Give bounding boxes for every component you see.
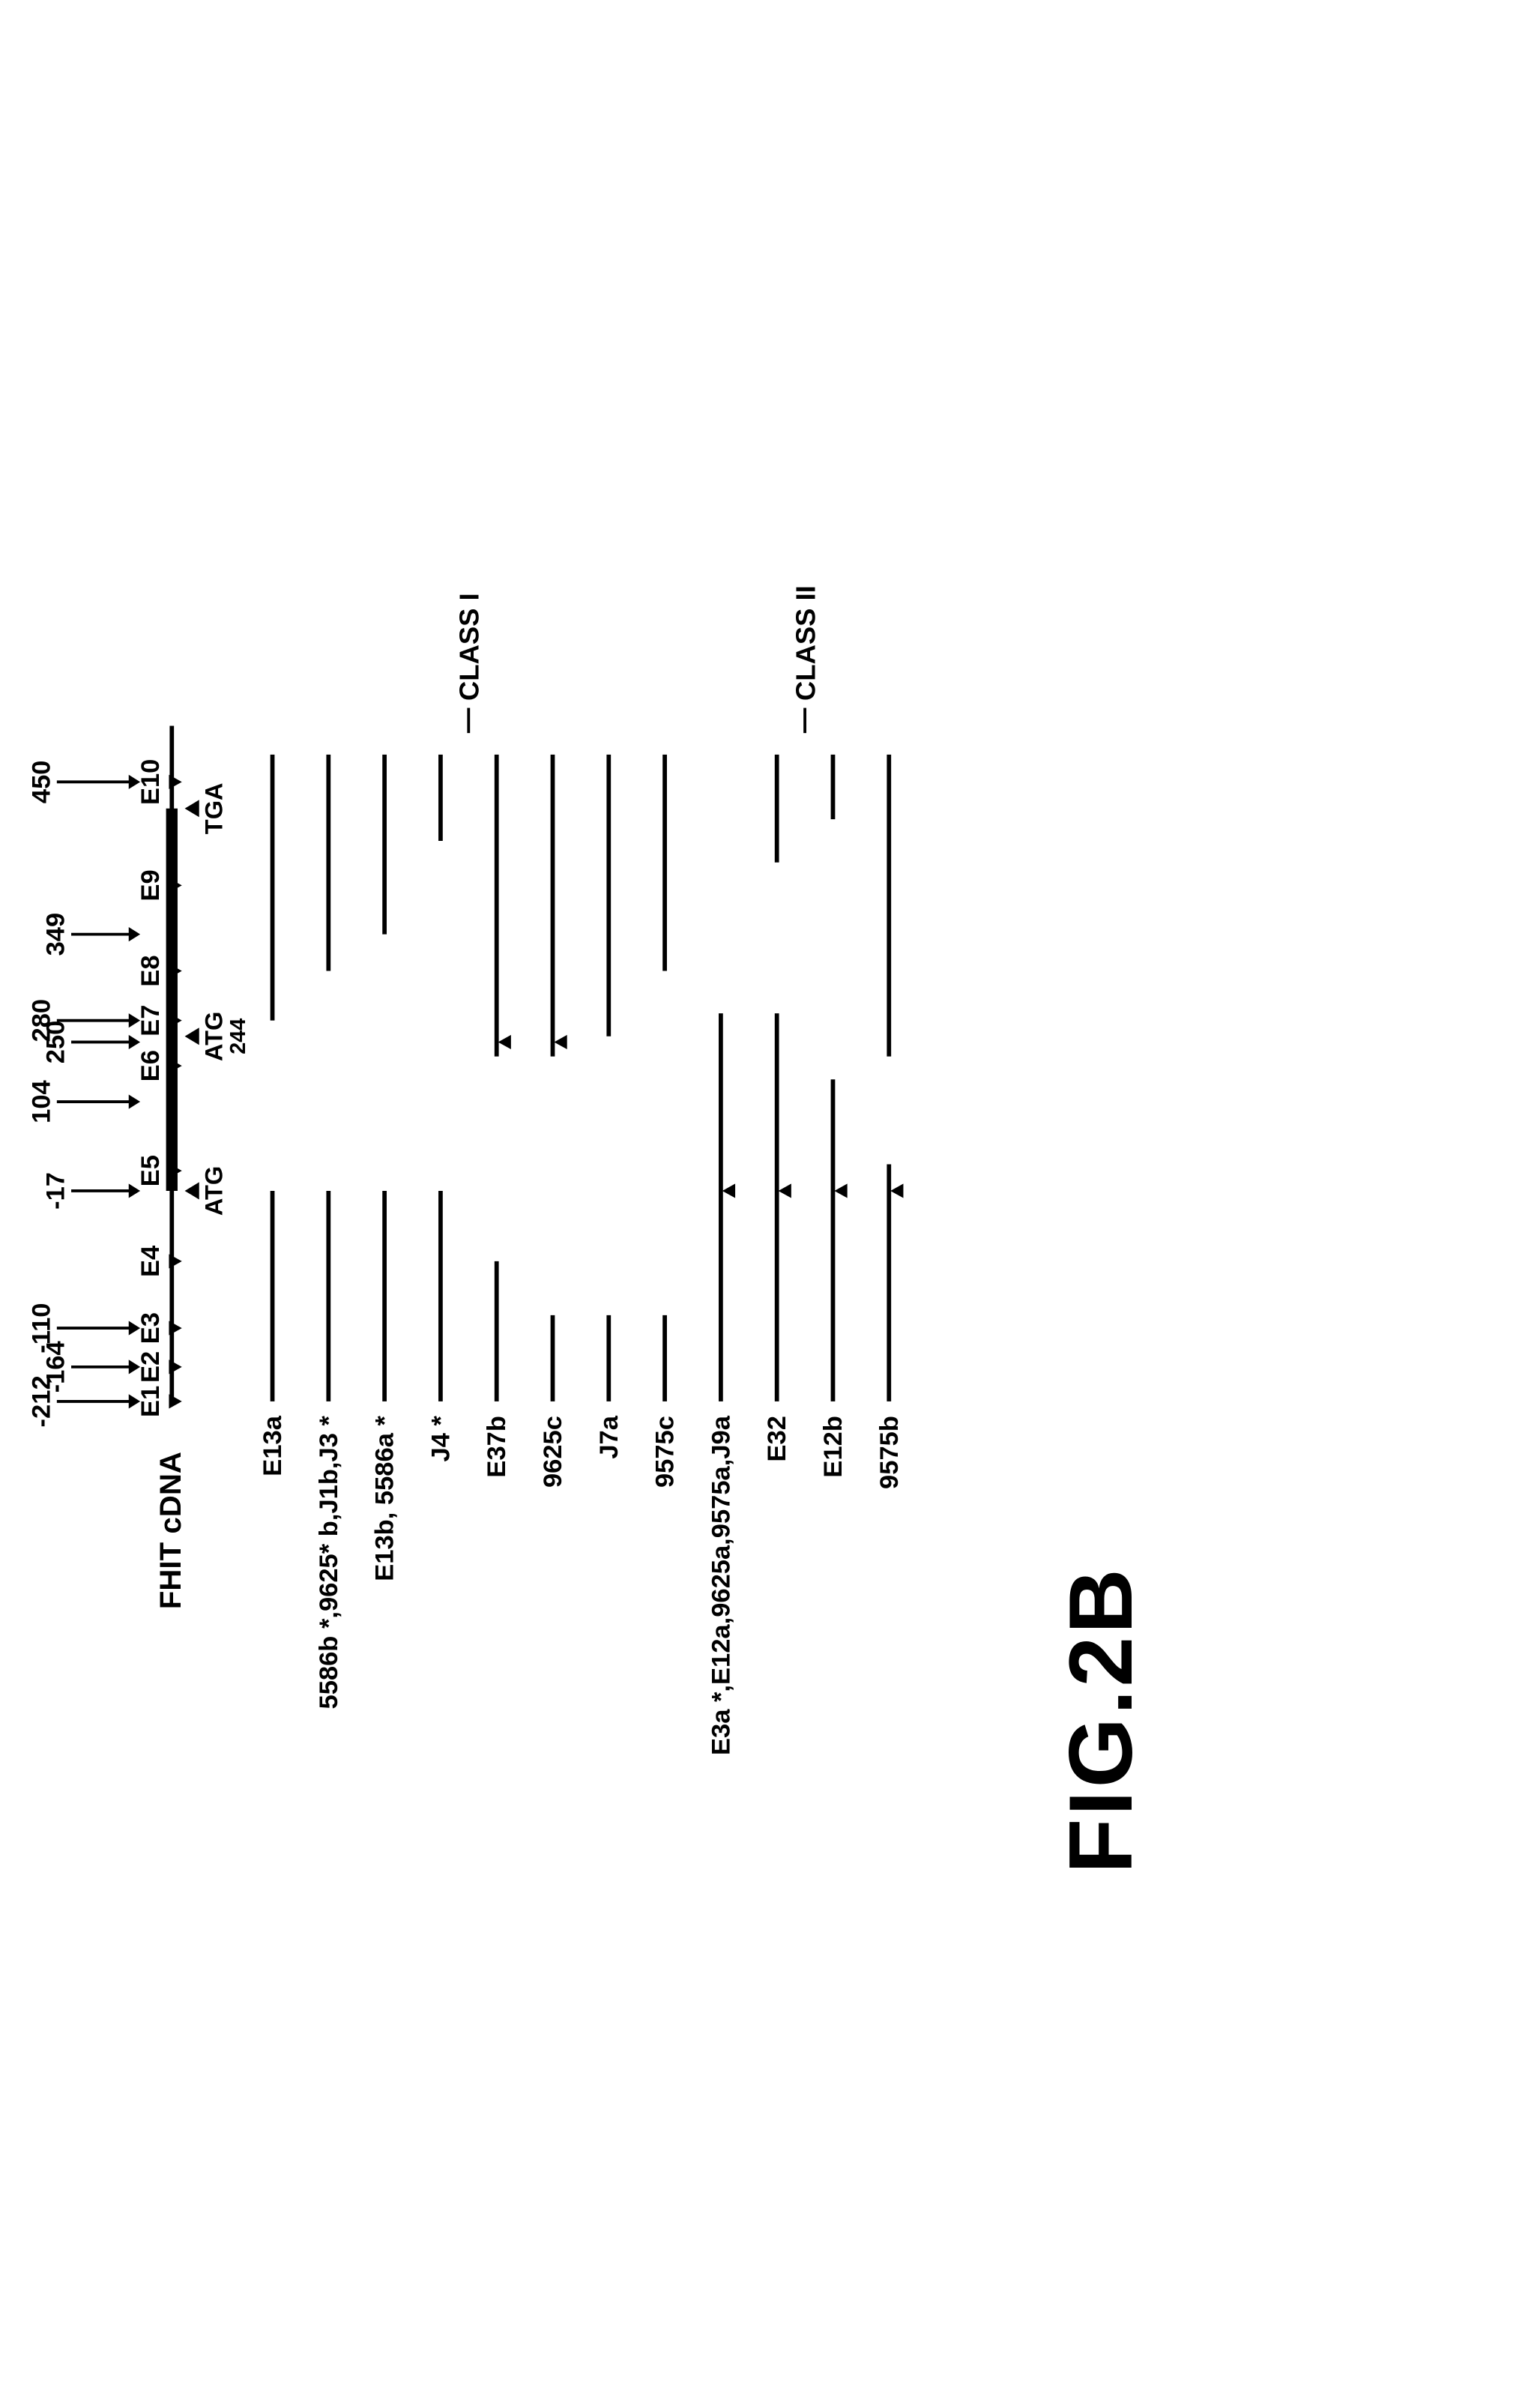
transcript-label: J7a xyxy=(595,1415,623,1458)
coord-label: -17 xyxy=(41,1172,70,1210)
codon-sublabel: 244 xyxy=(226,1019,250,1054)
codon-marker xyxy=(185,1028,199,1045)
row-marker xyxy=(779,1183,791,1198)
coord-arrowhead xyxy=(129,1035,140,1049)
coord-label: 349 xyxy=(41,913,70,956)
transcript-label: 9575b xyxy=(875,1416,904,1489)
row-marker xyxy=(554,1035,567,1049)
exon-label: E8 xyxy=(136,955,165,986)
transcript-label: E13a xyxy=(259,1415,287,1476)
codon-label: ATG xyxy=(199,1012,227,1061)
row-marker xyxy=(890,1183,903,1198)
exon-label: E2 xyxy=(136,1351,165,1383)
transcript-label: 9625c xyxy=(539,1416,567,1488)
exon-label: E4 xyxy=(136,1245,165,1277)
row-marker xyxy=(834,1183,847,1198)
fhit-cdna-diagram: FHIT cDNAE1E2E3E4E5E6E7E8E9E10-212-164-1… xyxy=(28,182,1081,1831)
transcript-label: E32 xyxy=(763,1416,791,1461)
exon-arrow xyxy=(169,1360,181,1374)
codon-marker xyxy=(185,1182,199,1199)
exon-arrow xyxy=(169,775,181,789)
transcript-label: 9575c xyxy=(651,1416,680,1488)
codon-marker xyxy=(185,800,199,817)
diagram-title: FHIT cDNA xyxy=(154,1452,187,1609)
transcript-label: 5586b *,9625* b,J1b,J3 * xyxy=(315,1416,343,1710)
exon-label: E5 xyxy=(136,1155,165,1186)
coord-label: 280 xyxy=(28,999,56,1042)
exon-arrow xyxy=(169,1254,181,1268)
codon-label: ATG xyxy=(199,1166,227,1216)
transcript-label: E3a *,E12a,9625a,9575a,J9a xyxy=(707,1415,735,1755)
coord-label: 450 xyxy=(28,761,56,804)
row-marker xyxy=(498,1035,511,1049)
transcript-label: J4 * xyxy=(426,1416,455,1462)
figure-label: FIG.2B xyxy=(1049,1566,1153,1874)
class-label: CLASS I xyxy=(454,593,485,701)
codon-label: TGA xyxy=(199,782,227,834)
exon-arrow xyxy=(169,1394,181,1408)
transcript-label: E13b, 5586a * xyxy=(371,1416,399,1581)
row-marker xyxy=(722,1183,735,1198)
transcript-label: E12b xyxy=(819,1416,848,1477)
exon-label: E3 xyxy=(136,1312,165,1344)
exon-label: E1 xyxy=(136,1386,165,1417)
class-label: CLASS II xyxy=(791,585,821,701)
coord-arrowhead xyxy=(129,1094,140,1108)
transcript-label: E37b xyxy=(483,1416,511,1477)
exon-arrow xyxy=(169,1321,181,1336)
exon-label: E6 xyxy=(136,1050,165,1081)
exon-label: E7 xyxy=(136,1005,165,1036)
exon-label: E9 xyxy=(136,869,165,901)
coord-label: 104 xyxy=(28,1079,56,1123)
coord-arrowhead xyxy=(129,927,140,941)
coord-label: -110 xyxy=(28,1303,56,1353)
exon-label: E10 xyxy=(136,759,165,805)
